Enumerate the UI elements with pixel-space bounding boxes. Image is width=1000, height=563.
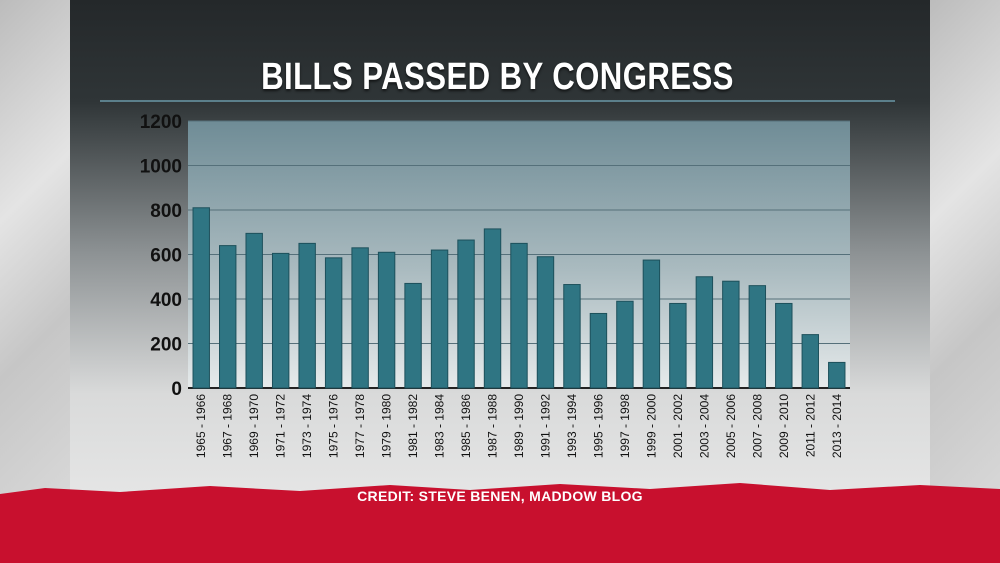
- x-tick-label: 2011 - 2012: [803, 394, 817, 457]
- bar: [589, 312, 608, 389]
- x-tick-label: 1997 - 1998: [618, 394, 632, 458]
- x-tick-label: 1989 - 1990: [512, 394, 526, 458]
- x-tick-label: 1975 - 1976: [327, 394, 341, 458]
- bar: [775, 302, 793, 389]
- bar: [828, 361, 846, 389]
- bar: [245, 232, 263, 389]
- bar: [219, 245, 237, 389]
- x-tick-label: 2007 - 2008: [750, 394, 764, 458]
- background-right-panel: [930, 0, 1000, 563]
- x-tick-label: 1969 - 1970: [247, 394, 261, 458]
- bar: [483, 228, 502, 389]
- bar: [748, 285, 767, 389]
- x-tick-label: 1993 - 1994: [565, 394, 579, 458]
- bar: [351, 247, 369, 389]
- x-tick-label: 1985 - 1986: [459, 394, 473, 458]
- chart-title: BILLS PASSED BY CONGRESS: [261, 56, 734, 98]
- bar: [722, 280, 740, 389]
- x-tick-label: 1995 - 1996: [591, 394, 605, 458]
- x-tick-label: 1965 - 1966: [194, 394, 208, 458]
- x-tick-label: 1973 - 1974: [300, 394, 314, 458]
- credit-text: CREDIT: STEVE BENEN, MADDOW BLOG: [357, 488, 643, 504]
- background-left-panel: [0, 0, 70, 563]
- x-tick-label: 2005 - 2006: [724, 394, 738, 458]
- bar: [642, 259, 661, 389]
- bar: [324, 257, 343, 389]
- x-tick-label: 2013 - 2014: [830, 394, 844, 458]
- x-tick-label: 1981 - 1982: [406, 394, 420, 458]
- x-tick-label: 1971 - 1972: [274, 394, 288, 458]
- x-tick-label: 1967 - 1968: [221, 394, 235, 458]
- x-tick-label: 1977 - 1978: [353, 394, 367, 458]
- x-tick-label: 1987 - 1988: [486, 394, 500, 458]
- bar: [457, 239, 475, 389]
- y-tick-label: 800: [150, 201, 182, 222]
- x-tick-label: 2003 - 2004: [697, 394, 711, 458]
- y-tick-label: 1000: [140, 157, 182, 178]
- bar: [695, 276, 714, 389]
- bar: [192, 207, 210, 389]
- bar: [563, 284, 581, 389]
- bar: [510, 242, 528, 389]
- bar: [271, 252, 290, 389]
- bar: [430, 249, 449, 389]
- bottom-banner: [0, 483, 1000, 563]
- x-tick-label: 1983 - 1984: [433, 394, 447, 458]
- bar: [377, 251, 396, 389]
- y-tick-label: 0: [171, 379, 182, 400]
- x-tick-label: 1991 - 1992: [538, 394, 552, 458]
- bar: [298, 242, 316, 389]
- y-tick-label: 1200: [140, 112, 182, 133]
- bar: [669, 302, 687, 389]
- x-tick-label: 1999 - 2000: [644, 394, 658, 458]
- y-tick-label: 200: [150, 335, 182, 356]
- title-divider: [100, 100, 895, 102]
- y-tick-label: 600: [150, 246, 182, 267]
- x-tick-label: 2001 - 2002: [671, 394, 685, 458]
- bar: [536, 256, 555, 389]
- x-tick-label: 1979 - 1980: [380, 394, 394, 458]
- x-tick-label: 2009 - 2010: [777, 394, 791, 458]
- bar: [404, 282, 422, 389]
- bar: [801, 334, 819, 389]
- bar: [616, 300, 634, 389]
- y-tick-label: 400: [150, 290, 182, 311]
